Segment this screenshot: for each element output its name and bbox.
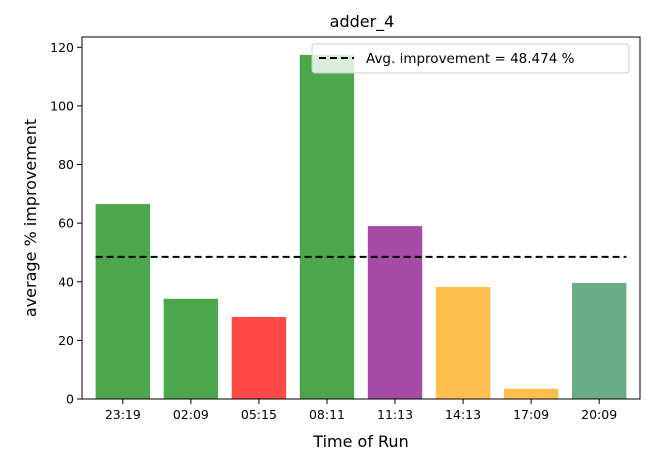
x-axis: 23:19 02:09 05:15 08:11 11:13 14:13 17:09 20:09 [105, 399, 617, 422]
x-tick-label-0811: 08:11 [309, 407, 345, 422]
x-tick-label-0209: 02:09 [173, 407, 209, 422]
y-tick-label-100: 100 [50, 98, 74, 113]
x-axis-title: Time of Run [312, 432, 408, 451]
y-tick-label-20: 20 [58, 333, 74, 348]
bar-1413 [435, 287, 491, 399]
y-axis-title: average % improvement [21, 119, 40, 317]
y-tick-label-0: 0 [66, 392, 74, 407]
chart-title: adder_4 [330, 12, 395, 32]
bar-0209 [163, 298, 219, 399]
y-tick-label-80: 80 [58, 157, 74, 172]
y-axis: 0 20 40 60 80 100 120 [50, 40, 82, 407]
legend-box [311, 43, 630, 74]
bar-1113 [367, 226, 423, 399]
legend: Avg. improvement = 48.474 % [311, 43, 630, 74]
x-tick-label-2319: 23:19 [105, 407, 141, 422]
plot-frame [81, 36, 641, 400]
x-tick-label-1709: 17:09 [513, 407, 549, 422]
y-tick-label-40: 40 [58, 274, 74, 289]
bar-1709 [503, 388, 559, 399]
x-tick-label-1413: 14:13 [445, 407, 481, 422]
x-tick-label-1113: 11:13 [377, 407, 413, 422]
x-tick-label-0515: 05:15 [241, 407, 277, 422]
bar-0811 [299, 54, 355, 400]
y-tick-label-60: 60 [58, 216, 74, 231]
bar-2009 [571, 282, 627, 399]
x-tick-label-2009: 20:09 [581, 407, 617, 422]
bar-2319 [95, 204, 151, 399]
y-tick-label-120: 120 [50, 40, 74, 55]
legend-label: Avg. improvement = 48.474 % [366, 51, 575, 67]
bars-group [95, 54, 627, 400]
bar-0515 [231, 316, 287, 399]
